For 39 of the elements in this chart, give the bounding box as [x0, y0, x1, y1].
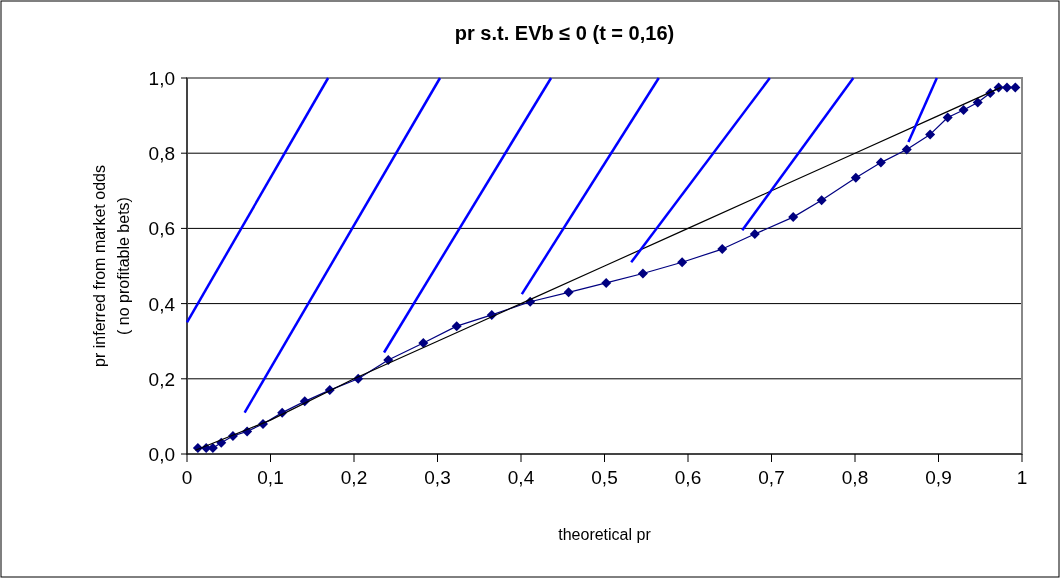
y-tick-label: 1,0: [148, 68, 175, 89]
y-axis-title: pr inferred from market odds ( no profitable bets): [91, 165, 132, 367]
point: [451, 321, 462, 332]
x-axis-title: theoretical pr: [558, 526, 652, 543]
x-tick-label: 0,3: [424, 467, 451, 488]
x-tick-label: 0,2: [340, 467, 368, 488]
point: [749, 229, 760, 240]
y-tick-label: 0,4: [148, 293, 176, 315]
point: [972, 97, 983, 108]
point: [563, 287, 574, 298]
x-tick-label: 0,1: [257, 467, 284, 488]
y-tick-label: 0,8: [148, 143, 175, 165]
point: [1010, 82, 1021, 93]
x-tick-label: 0: [181, 467, 193, 488]
x-tick-label: 0,5: [591, 467, 618, 488]
point: [601, 277, 612, 288]
point: [677, 257, 688, 268]
point: [418, 338, 429, 349]
point: [850, 172, 861, 183]
y-tick-label: 0,2: [148, 368, 175, 390]
x-tick-label: 0,7: [758, 467, 785, 488]
y-tick-label: 0,0: [148, 444, 175, 465]
x-tick-label: 0,8: [841, 467, 869, 488]
point: [788, 212, 799, 223]
point: [875, 157, 886, 168]
point: [958, 104, 969, 115]
x-tick-label: 0,6: [674, 467, 702, 488]
point: [925, 129, 936, 140]
point: [717, 244, 728, 255]
point: [942, 112, 953, 123]
x-tick-label: 0,4: [507, 467, 535, 488]
chart-title: pr s.t. EVb ≤ 0 (t = 0,16): [454, 22, 675, 44]
point: [637, 268, 648, 279]
x-tick-label: 0,9: [925, 467, 952, 488]
point: [1001, 82, 1012, 93]
point: [901, 144, 912, 155]
x-tick-label: 1: [1016, 467, 1028, 488]
y-tick-label: 0,6: [148, 218, 175, 240]
point: [816, 195, 827, 206]
